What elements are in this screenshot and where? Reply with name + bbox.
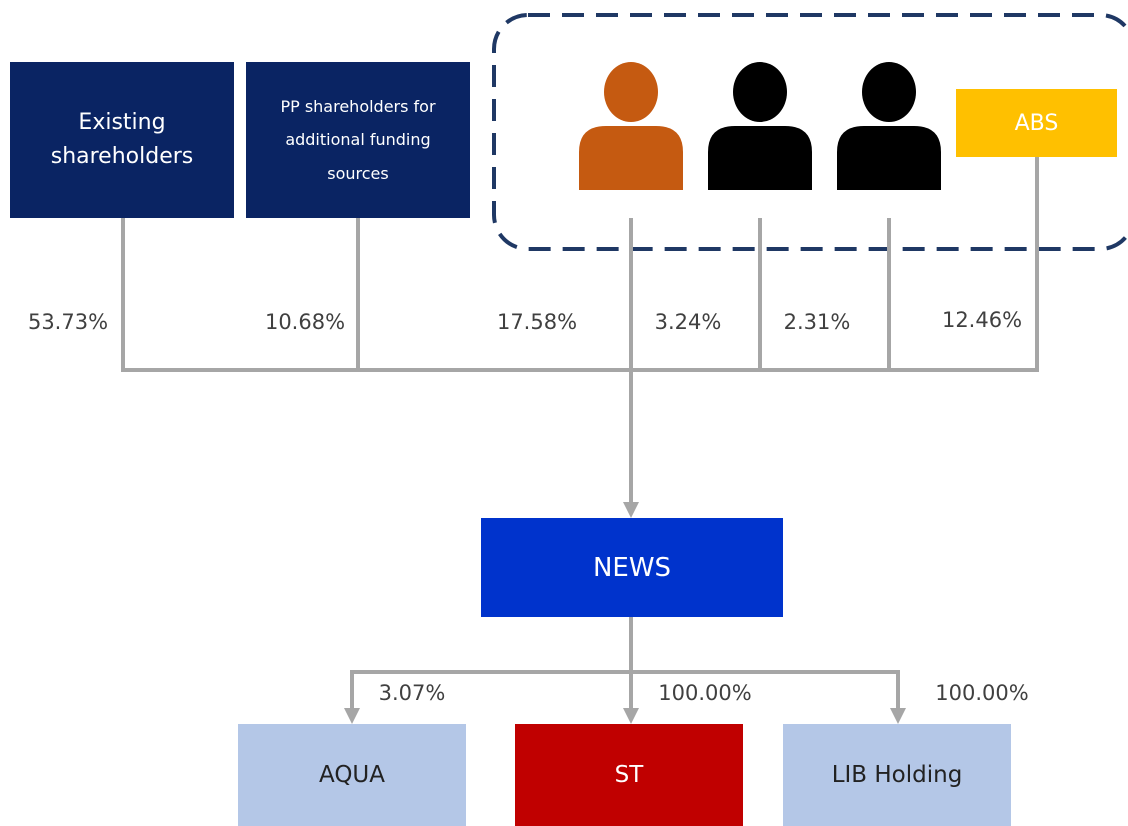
edge-label: 17.58% bbox=[496, 310, 578, 334]
edge-label: 3.24% bbox=[654, 310, 722, 334]
node-box: LIB Holding bbox=[783, 724, 1011, 826]
edge-label: 10.68% bbox=[264, 310, 346, 334]
edge-label: 53.73% bbox=[27, 310, 109, 334]
node-box: ST bbox=[515, 724, 743, 826]
edge-label: 3.07% bbox=[378, 681, 446, 705]
person-icon bbox=[579, 62, 683, 190]
person-icon bbox=[837, 62, 941, 190]
person-icon bbox=[708, 62, 812, 190]
node-box: Existing shareholders bbox=[10, 62, 234, 218]
edge-label: 2.31% bbox=[783, 310, 851, 334]
node-box: PP shareholders for additional funding s… bbox=[246, 62, 470, 218]
edge-label: 100.00% bbox=[658, 681, 752, 705]
edge-label: 100.00% bbox=[935, 681, 1029, 705]
node-box: ABS bbox=[956, 89, 1117, 157]
edge-label: 12.46% bbox=[941, 308, 1023, 332]
group-outline bbox=[492, 13, 1128, 251]
node-box: NEWS bbox=[481, 518, 783, 617]
node-box: AQUA bbox=[238, 724, 466, 826]
lines bbox=[121, 157, 1039, 724]
